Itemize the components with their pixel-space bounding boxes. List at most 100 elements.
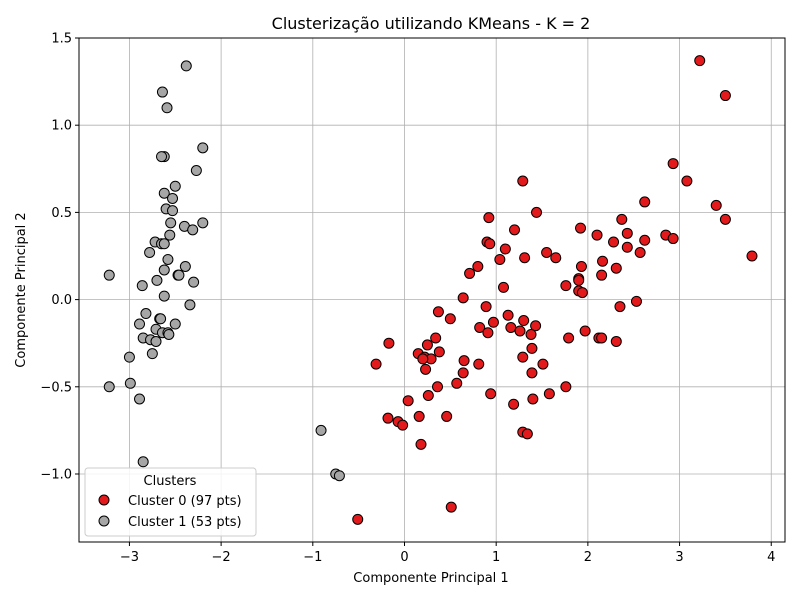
x-axis-label: Componente Principal 1 xyxy=(353,571,508,586)
y-tick-label: 1.0 xyxy=(51,119,72,134)
cluster-0-point xyxy=(494,253,506,265)
cluster-0-point xyxy=(608,236,620,248)
legend-box xyxy=(84,467,257,537)
cluster-1-point xyxy=(197,142,209,154)
cluster-0-point xyxy=(596,332,608,344)
cluster-0-point xyxy=(621,227,633,239)
legend-marker-cluster-1 xyxy=(98,515,110,527)
x-tick-label: −1 xyxy=(303,550,322,565)
cluster-0-point xyxy=(508,398,520,410)
cluster-1-point xyxy=(123,351,135,363)
cluster-0-point xyxy=(413,410,425,422)
cluster-0-point xyxy=(527,393,539,405)
cluster-1-point xyxy=(169,180,181,192)
cluster-0-point xyxy=(433,346,445,358)
cluster-0-point xyxy=(591,229,603,241)
cluster-0-point xyxy=(573,274,585,286)
cluster-0-point xyxy=(634,247,646,259)
cluster-0-point xyxy=(596,269,608,281)
cluster-0-point xyxy=(610,335,622,347)
cluster-0-point xyxy=(550,252,562,264)
x-tick-label: 2 xyxy=(584,550,592,565)
legend-title: Clusters xyxy=(144,474,197,489)
cluster-0-point xyxy=(474,321,486,333)
cluster-0-point xyxy=(517,351,529,363)
cluster-1-point xyxy=(134,393,146,405)
cluster-1-point xyxy=(164,229,176,241)
cluster-0-point xyxy=(610,262,622,274)
cluster-0-point xyxy=(710,199,722,211)
cluster-1-point xyxy=(165,217,177,229)
cluster-0-point xyxy=(526,367,538,379)
cluster-1-point xyxy=(155,313,167,325)
cluster-0-point xyxy=(576,287,588,299)
cluster-1-point xyxy=(180,60,192,72)
cluster-0-point xyxy=(719,90,731,102)
cluster-0-point xyxy=(499,243,511,255)
cluster-0-point xyxy=(464,267,476,279)
cluster-0-point xyxy=(430,332,442,344)
x-tick-label: −2 xyxy=(212,550,231,565)
cluster-1-point xyxy=(187,224,199,236)
cluster-0-point xyxy=(432,306,444,318)
cluster-1-point xyxy=(188,276,200,288)
cluster-1-point xyxy=(134,318,146,330)
cluster-0-point xyxy=(630,295,642,307)
cluster-0-point xyxy=(537,358,549,370)
cluster-0-point xyxy=(415,438,427,450)
y-axis-label: Componente Principal 2 xyxy=(14,212,29,367)
cluster-0-point xyxy=(402,395,414,407)
cluster-1-point xyxy=(103,381,115,393)
cluster-0-point xyxy=(482,327,494,339)
legend-label-cluster-1: Cluster 1 (53 pts) xyxy=(128,515,242,530)
cluster-0-point xyxy=(526,342,538,354)
cluster-0-point xyxy=(484,238,496,250)
cluster-0-point xyxy=(563,332,575,344)
cluster-1-point xyxy=(190,165,202,177)
cluster-0-point xyxy=(487,316,499,328)
data-points xyxy=(103,55,758,525)
y-tick-label: −1.0 xyxy=(40,467,72,482)
x-tick-label: 4 xyxy=(767,550,775,565)
cluster-1-point xyxy=(158,264,170,276)
cluster-0-point xyxy=(420,363,432,375)
cluster-0-point xyxy=(667,233,679,245)
chart-title: Clusterização utilizando KMeans - K = 2 xyxy=(272,14,591,33)
cluster-0-point xyxy=(480,301,492,313)
cluster-0-point xyxy=(614,301,626,313)
cluster-0-point xyxy=(509,224,521,236)
cluster-0-point xyxy=(518,315,530,327)
cluster-1-point xyxy=(161,102,173,114)
y-tick-label: 1.5 xyxy=(51,32,72,47)
cluster-1-point xyxy=(158,290,170,302)
cluster-0-point xyxy=(514,325,526,337)
cluster-1-point xyxy=(150,335,162,347)
cluster-1-point xyxy=(169,318,181,330)
cluster-0-point xyxy=(457,292,469,304)
cluster-0-point xyxy=(432,381,444,393)
cluster-0-point xyxy=(472,260,484,272)
cluster-0-point xyxy=(560,280,572,292)
cluster-0-point xyxy=(485,388,497,400)
cluster-0-point xyxy=(541,247,553,259)
y-tick-label: 0.5 xyxy=(51,206,72,221)
cluster-0-point xyxy=(621,241,633,253)
plot-frame xyxy=(78,37,786,543)
cluster-0-point xyxy=(517,175,529,187)
cluster-0-point xyxy=(579,325,591,337)
y-tick-label: −0.5 xyxy=(40,380,72,395)
cluster-1-point xyxy=(163,328,175,340)
x-tick-label: −3 xyxy=(120,550,139,565)
cluster-0-point xyxy=(382,412,394,424)
cluster-0-point xyxy=(597,255,609,267)
cluster-1-point xyxy=(136,280,148,292)
cluster-1-point xyxy=(333,470,345,482)
cluster-1-point xyxy=(173,269,185,281)
cluster-0-point xyxy=(505,321,517,333)
cluster-0-point xyxy=(530,320,542,332)
cluster-1-point xyxy=(184,299,196,311)
cluster-0-point xyxy=(483,212,495,224)
cluster-0-point xyxy=(397,419,409,431)
cluster-0-point xyxy=(417,353,429,365)
legend: Clusters Cluster 0 (97 pts) Cluster 1 (5… xyxy=(84,467,257,537)
